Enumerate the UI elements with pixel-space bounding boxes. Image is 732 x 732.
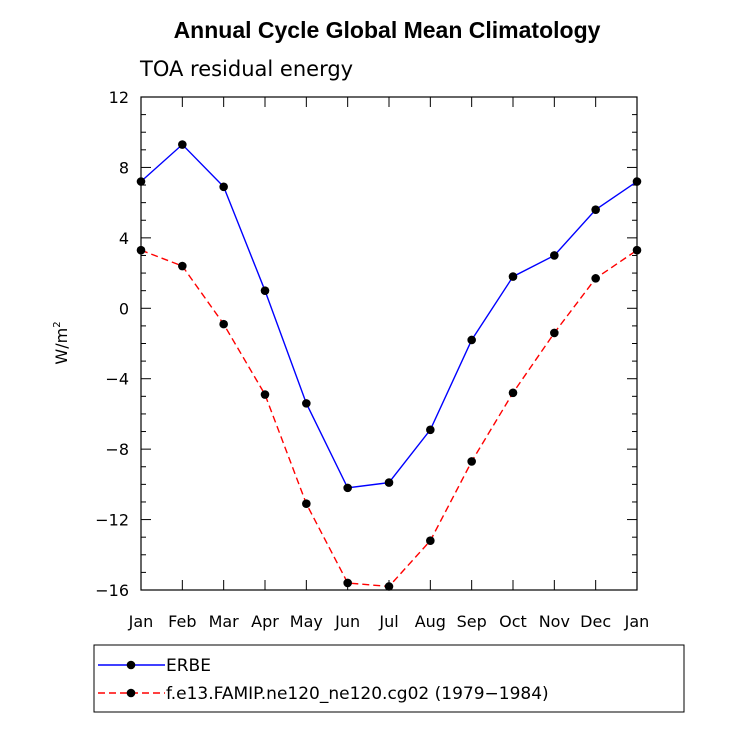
y-tick-label: −4 (105, 370, 129, 389)
x-tick-label: Dec (580, 612, 611, 631)
y-tick-label: −8 (105, 440, 129, 459)
x-tick-label: Nov (539, 612, 570, 631)
chart-subtitle: TOA residual energy (139, 57, 353, 81)
series-2-point (178, 261, 187, 271)
y-tick-label: 4 (119, 229, 129, 248)
x-tick-label: Aug (415, 612, 446, 631)
series-1-point (632, 177, 642, 186)
series-line-2 (140, 249, 638, 588)
y-tick-label: 8 (119, 158, 129, 177)
series-2-point (426, 536, 435, 545)
y-axis-label-superscript: 2 (52, 321, 63, 327)
legend-marker-1 (126, 660, 136, 670)
series-1-point (550, 251, 559, 260)
y-tick-label: 12 (109, 88, 129, 107)
plot-frame (140, 96, 638, 591)
series-1-point (467, 335, 476, 345)
series-2-point (508, 388, 518, 398)
x-tick-label: Apr (251, 612, 279, 631)
series-2-point (550, 328, 559, 338)
series-2-point (302, 499, 311, 509)
x-tick-label: Feb (168, 612, 196, 631)
series-1-point (219, 182, 228, 192)
series-1-point (591, 205, 600, 214)
x-tick-label: Oct (499, 612, 527, 631)
series-1-point (508, 272, 518, 281)
x-tick-label: Mar (209, 612, 240, 631)
x-tick-label: Jan (128, 612, 154, 631)
series-line-1 (140, 143, 638, 489)
x-tick-label: Sep (457, 612, 487, 631)
series-2-point (136, 245, 146, 255)
series-2-point (632, 245, 642, 255)
series-1-point (178, 140, 187, 149)
legend-label-1: ERBE (166, 656, 211, 676)
series-1-point (302, 399, 311, 408)
legend-box (93, 644, 685, 713)
plot-area: −16 −12 −8 −4 0 4 8 12 Jan Feb Mar Apr May Jun Jul Aug S… (95, 88, 649, 631)
series-2-point (260, 390, 270, 399)
series-1-point (384, 478, 394, 487)
y-axis-label-text: W/m (52, 328, 71, 365)
series-2-point (219, 319, 228, 329)
series-2-point (384, 582, 394, 591)
legend-label-2: f.e13.FAMIP.ne120_ne120.cg02 (1979−1984) (166, 684, 549, 704)
y-axis-label: W/m2 (52, 321, 71, 364)
series-1-point (343, 483, 352, 493)
series-2-point (467, 457, 476, 466)
series-1-point (426, 425, 435, 435)
chart-title: Annual Cycle Global Mean Climatology (174, 17, 601, 43)
x-tick-label: Jul (378, 612, 398, 631)
y-tick-label: 0 (119, 299, 129, 318)
legend: ERBE f.e13.FAMIP.ne120_ne120.cg02 (1979−1… (93, 644, 685, 713)
series-2-point (343, 578, 352, 588)
x-tick-label: May (290, 612, 323, 631)
series-1-point (136, 177, 146, 186)
y-tick-label: −12 (95, 511, 129, 530)
x-tick-label: Jan (624, 612, 650, 631)
series-1-point (260, 286, 270, 295)
svg-text:W/m2: W/m2 (52, 321, 71, 364)
y-tick-label: −16 (95, 581, 129, 600)
x-tick-label: Jun (334, 612, 360, 631)
legend-marker-2 (126, 688, 136, 698)
series-2-point (591, 274, 600, 283)
